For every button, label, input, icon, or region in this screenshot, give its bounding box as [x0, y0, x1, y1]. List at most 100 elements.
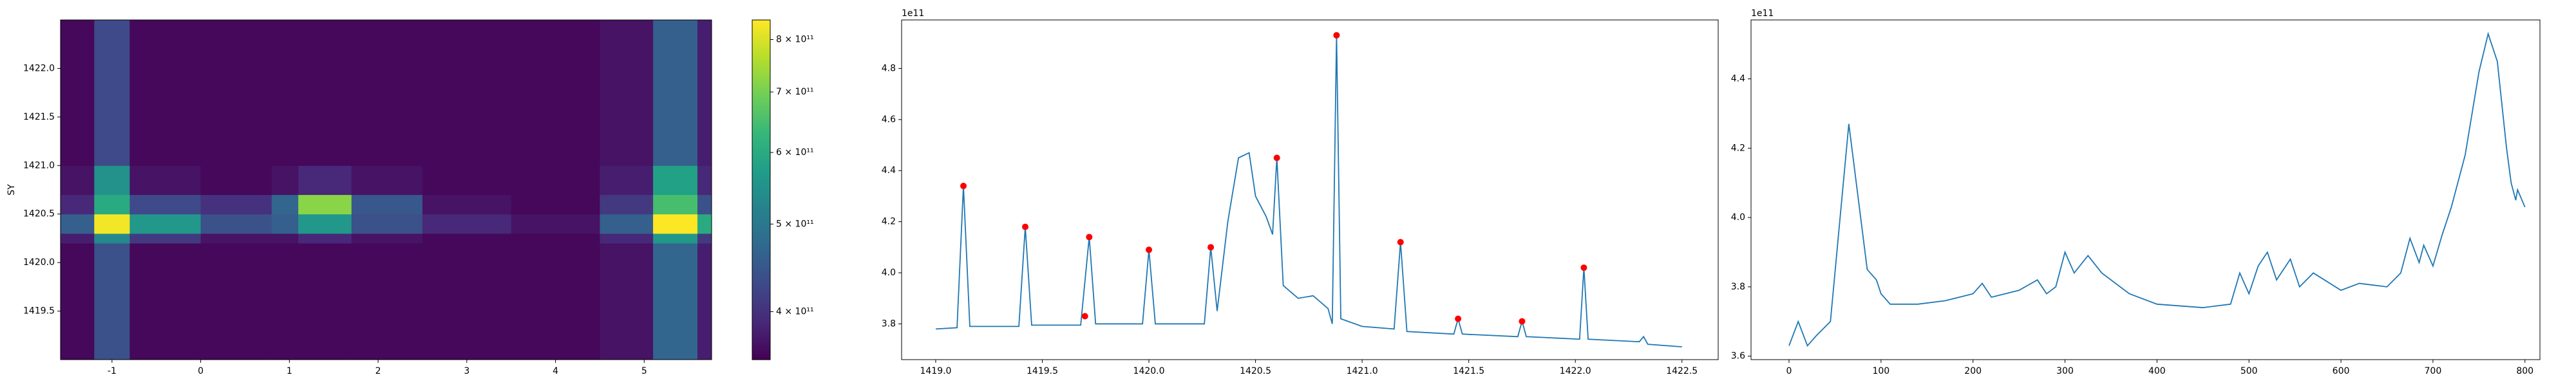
heatmap-cell: [298, 233, 352, 244]
colorbar-swatch: [752, 142, 770, 145]
colorbar-swatch: [752, 340, 770, 344]
heatmap-cell: [511, 243, 600, 360]
heatmap-cell: [61, 243, 95, 360]
data-line: [935, 35, 1682, 348]
heatmap-cell: [653, 243, 698, 360]
heatmap-cell: [271, 214, 299, 234]
heatmap-cell: [200, 20, 272, 166]
x-tick-label: 1422.5: [1666, 366, 1698, 376]
x-tick-label: 5: [641, 366, 647, 376]
colorbar-swatch: [752, 257, 770, 261]
heatmap-cell: [351, 243, 423, 360]
heatmap-cell: [61, 20, 95, 166]
colorbar-swatch: [752, 122, 770, 125]
x-tick-label: 600: [2333, 366, 2350, 376]
y-tick-label: 4.2: [1731, 143, 1745, 153]
heatmap-cell: [422, 20, 512, 166]
y-tick-label: 1422.0: [23, 63, 55, 73]
x-tick-label: 1421.5: [1453, 366, 1484, 376]
heatmap-cell: [298, 214, 352, 234]
colorbar-swatch: [752, 150, 770, 154]
colorbar-swatch: [752, 20, 770, 23]
heatmap-cell: [422, 194, 512, 215]
heatmap-cell: [61, 233, 95, 244]
x-tick-label: 1419.5: [1027, 366, 1058, 376]
colorbar-swatch: [752, 255, 770, 259]
colorbar-swatch: [752, 85, 770, 89]
heatmap-cell: [600, 243, 654, 360]
peak-marker: [960, 183, 967, 190]
colorbar-swatch: [752, 172, 770, 176]
x-tick-label: 2: [375, 366, 381, 376]
colorbar-swatch: [752, 198, 770, 202]
heatmap-cell: [600, 214, 654, 234]
colorbar-swatch: [752, 164, 770, 168]
y-tick-label: 1421.0: [23, 160, 55, 170]
offset-text: 1e11: [902, 8, 924, 19]
data-line: [1788, 32, 2526, 347]
colorbar-swatch: [752, 79, 770, 83]
colorbar-swatch: [752, 147, 770, 151]
colorbar-swatch: [752, 201, 770, 205]
heatmap-cell: [697, 194, 712, 215]
colorbar-swatch: [752, 178, 770, 182]
colorbar-swatch: [752, 297, 770, 301]
y-tick-label: 4.8: [882, 63, 896, 73]
colorbar-swatch: [752, 158, 770, 162]
colorbar-frame: [752, 19, 771, 360]
peak-marker: [1397, 239, 1404, 246]
colorbar-swatch: [752, 226, 770, 230]
colorbar-swatch: [752, 156, 770, 160]
colorbar-swatch: [752, 354, 770, 358]
colorbar-swatch: [752, 311, 770, 315]
colorbar-swatch: [752, 96, 770, 100]
colorbar-swatch: [752, 93, 770, 97]
y-tick-label: 4.0: [882, 268, 896, 278]
x-tick-label: 4: [553, 366, 558, 376]
heatmap-cell: [351, 165, 423, 196]
y-tick-label: 3.6: [1731, 351, 1745, 362]
colorbar-swatch: [752, 221, 770, 225]
heatmap-cell: [129, 233, 202, 244]
heatmap-cell: [511, 233, 600, 244]
heatmap-cell: [61, 194, 95, 215]
colorbar-swatch: [752, 334, 770, 338]
heatmap-cell: [511, 214, 600, 234]
colorbar-swatch: [752, 124, 770, 128]
colorbar-swatch: [752, 181, 770, 185]
colorbar-swatch: [752, 48, 770, 51]
colorbar-swatch: [752, 308, 770, 312]
colorbar-swatch: [752, 229, 770, 233]
colorbar-swatch: [752, 51, 770, 55]
colorbar-swatch: [752, 320, 770, 324]
colorbar-swatch: [752, 283, 770, 287]
colorbar-swatch: [752, 39, 770, 43]
colorbar-swatch: [752, 275, 770, 278]
colorbar-swatch: [752, 68, 770, 71]
colorbar-swatch: [752, 223, 770, 227]
offset-text: 1e11: [1751, 8, 1774, 19]
colorbar-swatch: [752, 65, 770, 69]
x-tick-label: 1420.5: [1240, 366, 1271, 376]
heatmap-cell: [697, 233, 712, 244]
peak-marker: [1580, 264, 1587, 271]
heatmap-cell: [653, 20, 698, 166]
x-tick-label: 300: [2056, 366, 2074, 376]
colorbar-swatch: [752, 351, 770, 354]
colorbar-swatch: [752, 269, 770, 273]
colorbar-tick-label: 8 × 10¹¹: [776, 34, 814, 44]
colorbar-swatch: [752, 53, 770, 57]
heatmap-cell: [94, 233, 130, 244]
colorbar-swatch: [752, 25, 770, 29]
colorbar-swatch: [752, 241, 770, 244]
heatmap-cell: [298, 194, 352, 215]
y-tick-label: 3.8: [882, 318, 896, 329]
colorbar-swatch: [752, 62, 770, 66]
heatmap-cell: [600, 233, 654, 244]
heatmap-cell: [200, 194, 272, 215]
colorbar-swatch: [752, 152, 770, 156]
heatmap-cell: [61, 214, 95, 234]
peak-marker: [1519, 318, 1526, 325]
colorbar-swatch: [752, 99, 770, 103]
